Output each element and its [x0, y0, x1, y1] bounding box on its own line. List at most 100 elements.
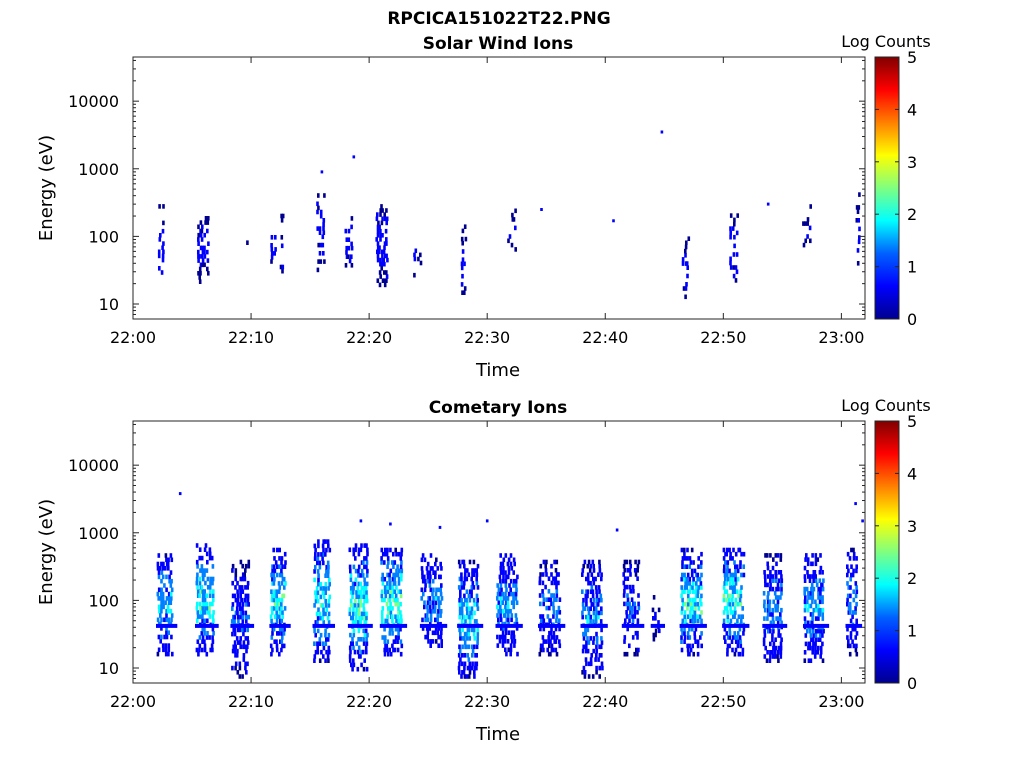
heatmap-cell: [683, 631, 686, 636]
heatmap-cell: [695, 581, 698, 586]
heatmap-cell: [654, 611, 657, 617]
heatmap-cell: [689, 585, 692, 590]
heatmap-cell: [817, 595, 820, 600]
heatmap-cell: [471, 648, 475, 654]
heatmap-cell: [463, 576, 467, 582]
heatmap-cell: [426, 634, 429, 640]
heatmap-cell: [688, 564, 691, 569]
heatmap-cell: [625, 651, 629, 657]
heatmap-point: [178, 492, 182, 496]
heatmap-cell: [278, 614, 281, 619]
heatmap-cell: [283, 564, 287, 569]
heatmap-cell: [231, 648, 235, 654]
heatmap-cell: [281, 614, 284, 619]
heatmap-cell: [586, 636, 589, 641]
heatmap-cell: [376, 233, 380, 238]
heatmap-cell: [156, 617, 160, 623]
heatmap-cell: [270, 235, 274, 240]
heatmap-cell: [501, 643, 505, 648]
heatmap-cell: [424, 578, 427, 584]
heatmap-cell: [470, 576, 473, 582]
heatmap-cell: [729, 572, 732, 578]
heatmap-cell: [211, 626, 215, 632]
heatmap-cell: [206, 249, 209, 255]
heatmap-cell: [328, 577, 331, 583]
heatmap-cell: [316, 598, 320, 604]
heatmap-cell: [634, 572, 638, 577]
heatmap-cell: [849, 643, 852, 649]
heatmap-cell: [680, 547, 684, 553]
heatmap-cell: [681, 572, 684, 578]
heatmap-cell: [728, 643, 731, 649]
heatmap-cell: [457, 559, 461, 565]
heatmap-cell: [818, 633, 822, 638]
heatmap-cell: [387, 651, 390, 657]
heatmap-cell: [558, 643, 562, 649]
heatmap-cell: [159, 639, 162, 644]
heatmap-cell: [162, 220, 165, 226]
heatmap-cell: [429, 617, 433, 623]
heatmap-cell: [316, 267, 320, 273]
heatmap-cell: [589, 580, 592, 586]
y-tick-label: 10: [99, 295, 119, 314]
heatmap-cell: [811, 599, 814, 605]
heatmap-cell: [680, 593, 683, 599]
heatmap-cell: [428, 596, 432, 601]
heatmap-point: [615, 528, 619, 532]
heatmap-cell: [458, 610, 462, 616]
heatmap-cell: [593, 606, 596, 611]
heatmap-cell: [318, 560, 322, 566]
heatmap-cell: [555, 593, 559, 598]
heatmap-cell: [352, 547, 355, 553]
heatmap-cell: [208, 593, 212, 598]
heatmap-cell: [324, 581, 328, 587]
heatmap-cell: [195, 559, 199, 565]
heatmap-cell: [807, 574, 810, 579]
heatmap-cell: [384, 593, 388, 599]
heatmap-cell: [158, 237, 162, 242]
heatmap-cell: [822, 628, 825, 634]
heatmap-cell: [164, 553, 168, 558]
heatmap-cell: [514, 613, 518, 618]
heatmap-cell: [211, 564, 215, 569]
heatmap-cell: [324, 586, 327, 591]
heatmap-cell: [199, 220, 203, 225]
heatmap-cell: [238, 606, 242, 611]
heatmap-cell: [506, 639, 510, 644]
solar-wind-data: [157, 130, 861, 300]
heatmap-cell: [779, 650, 783, 655]
heatmap-cell: [513, 639, 517, 644]
heatmap-cell: [694, 593, 698, 599]
heatmap-cell: [806, 607, 810, 613]
heatmap-cell: [201, 224, 204, 230]
heatmap-cell: [279, 639, 282, 644]
heatmap-cell: [354, 547, 357, 553]
heatmap-cell: [242, 644, 245, 650]
heatmap-cell: [204, 220, 207, 225]
heatmap-cell: [731, 576, 734, 582]
heatmap-band: [845, 623, 863, 628]
heatmap-cell: [423, 557, 427, 563]
heatmap-cell: [236, 648, 239, 654]
heatmap-cell: [820, 586, 823, 592]
heatmap-cell: [688, 589, 692, 594]
colorbar-tick-label: 5: [907, 412, 917, 431]
heatmap-cell: [366, 551, 369, 557]
heatmap-cell: [722, 593, 726, 599]
heatmap-cell: [196, 610, 200, 615]
heatmap-cell: [846, 643, 850, 649]
heatmap-cell: [731, 601, 735, 607]
heatmap-cell: [623, 576, 627, 581]
heatmap-cell: [819, 650, 823, 655]
heatmap-cell: [504, 613, 507, 618]
heatmap-cell: [327, 569, 330, 574]
heatmap-cell: [275, 593, 278, 599]
heatmap-cell: [322, 230, 326, 235]
heatmap-cell: [200, 564, 204, 569]
heatmap-cell: [506, 574, 510, 580]
heatmap-cell: [473, 644, 476, 650]
heatmap-cell: [463, 563, 466, 569]
heatmap-cell: [239, 644, 242, 650]
heatmap-cell: [431, 600, 435, 605]
heatmap-cell: [420, 587, 424, 593]
